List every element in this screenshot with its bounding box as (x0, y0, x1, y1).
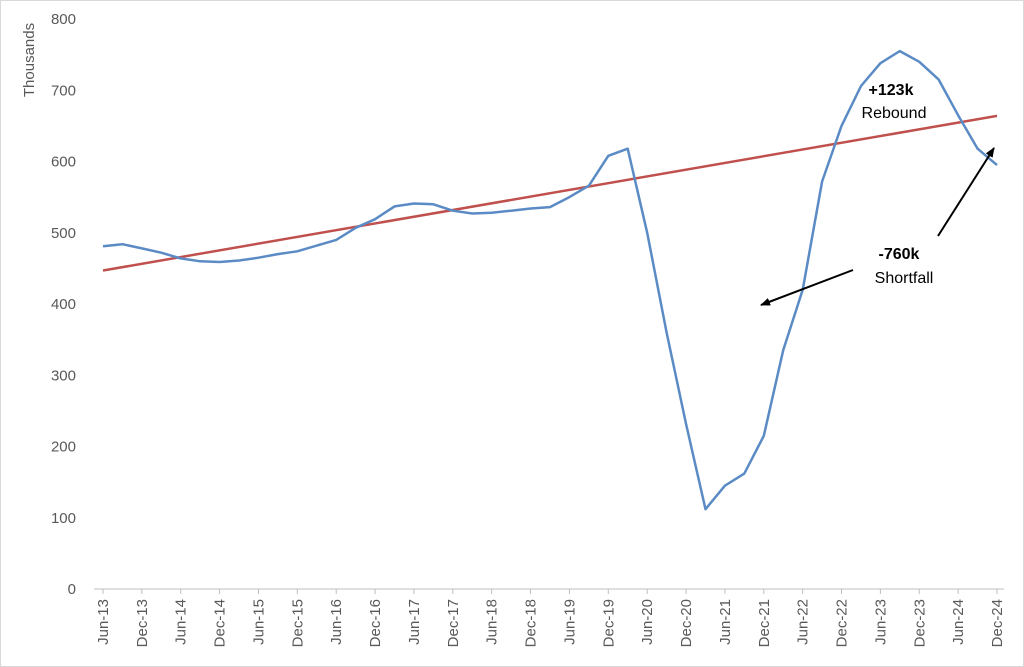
rebound-arrow (937, 147, 995, 237)
series-layer (102, 49, 998, 511)
x-tick-label: Dec-18 (523, 599, 540, 647)
shortfall-label: Shortfall (875, 270, 934, 287)
x-axis-ticks: Jun-13 Dec-13 Jun-14 Dec-14 Jun-15 Dec-15 Jun-… (95, 589, 1006, 647)
x-tick-label: Jun-18 (484, 599, 501, 645)
x-tick-label: Dec-16 (367, 599, 384, 647)
x-tick-label: Dec-14 (212, 599, 229, 647)
x-tick-label: Dec-15 (289, 599, 306, 647)
x-tick-label: Jun-21 (717, 599, 734, 645)
x-tick-label: Dec-23 (911, 599, 928, 647)
shortfall-annotation: -760k Shortfall (875, 246, 934, 287)
rebound-annotation: +123k Rebound (862, 82, 927, 122)
y-tick-label: 400 (51, 296, 76, 313)
x-tick-label: Jun-14 (173, 599, 190, 645)
y-axis-title: Thousands (21, 23, 38, 97)
shortfall-value: -760k (879, 246, 920, 263)
x-tick-label: Dec-19 (600, 599, 617, 647)
y-tick-label: 300 (51, 367, 76, 384)
y-tick-label: 0 (68, 581, 76, 598)
rebound-value: +123k (869, 82, 914, 99)
x-tick-label: Jun-16 (328, 599, 345, 645)
y-tick-label: 100 (51, 510, 76, 527)
x-tick-label: Jun-23 (872, 599, 889, 645)
x-tick-label: Jun-17 (406, 599, 423, 645)
x-tick-label: Dec-17 (445, 599, 462, 647)
x-tick-label: Dec-22 (834, 599, 851, 647)
shortfall-arrow (760, 269, 854, 306)
x-tick-label: Dec-24 (989, 599, 1006, 647)
x-tick-label: Jun-20 (639, 599, 656, 645)
x-tick-label: Jun-24 (950, 599, 967, 645)
x-tick-label: Jun-13 (95, 599, 112, 645)
series-line (102, 49, 998, 511)
y-tick-label: 200 (51, 439, 76, 456)
y-axis-ticks: 0 100 200 300 400 500 600 700 800 (51, 11, 76, 598)
x-tick-label: Dec-20 (678, 599, 695, 647)
rebound-label: Rebound (862, 105, 927, 122)
y-tick-label: 800 (51, 11, 76, 28)
x-tick-label: Dec-13 (134, 599, 151, 647)
x-tick-label: Jun-22 (795, 599, 812, 645)
trend-line (102, 114, 998, 272)
x-tick-label: Jun-15 (250, 599, 267, 645)
x-tick-label: Dec-21 (756, 599, 773, 647)
y-tick-label: 700 (51, 82, 76, 99)
y-tick-label: 600 (51, 154, 76, 171)
x-tick-label: Jun-19 (561, 599, 578, 645)
y-tick-label: 500 (51, 225, 76, 242)
